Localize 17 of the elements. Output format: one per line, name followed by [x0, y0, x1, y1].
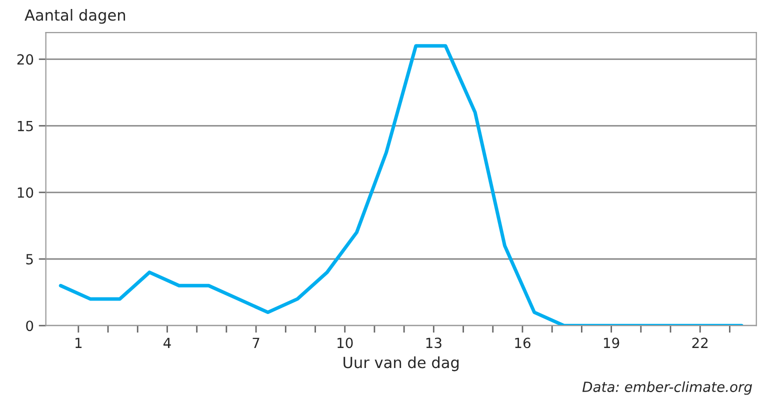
y-tick-label: 0	[26, 320, 34, 332]
text: Data: ember-climate.org	[582, 381, 752, 395]
x-tick-label: 19	[604, 338, 620, 348]
x-tick-label: 1	[76, 338, 82, 348]
x-tick-label: 22	[692, 338, 708, 348]
x-tick-label: 4	[163, 338, 171, 348]
x-axis-title: Uur van de dag	[344, 356, 459, 372]
y-tick-label: 5	[26, 254, 33, 264]
x-tick-label: 16	[515, 338, 530, 348]
line-series	[58, 44, 744, 326]
y-tick-label: 20	[17, 54, 34, 65]
x-tick-label: 7	[252, 338, 260, 348]
y-axis-title: Aantal dagen	[24, 8, 126, 24]
x-tick-label: 10	[338, 338, 353, 348]
x-tick-label: 13	[426, 338, 442, 348]
y-tick-label: 10	[18, 187, 34, 198]
y-tick-label: 15	[18, 120, 33, 132]
